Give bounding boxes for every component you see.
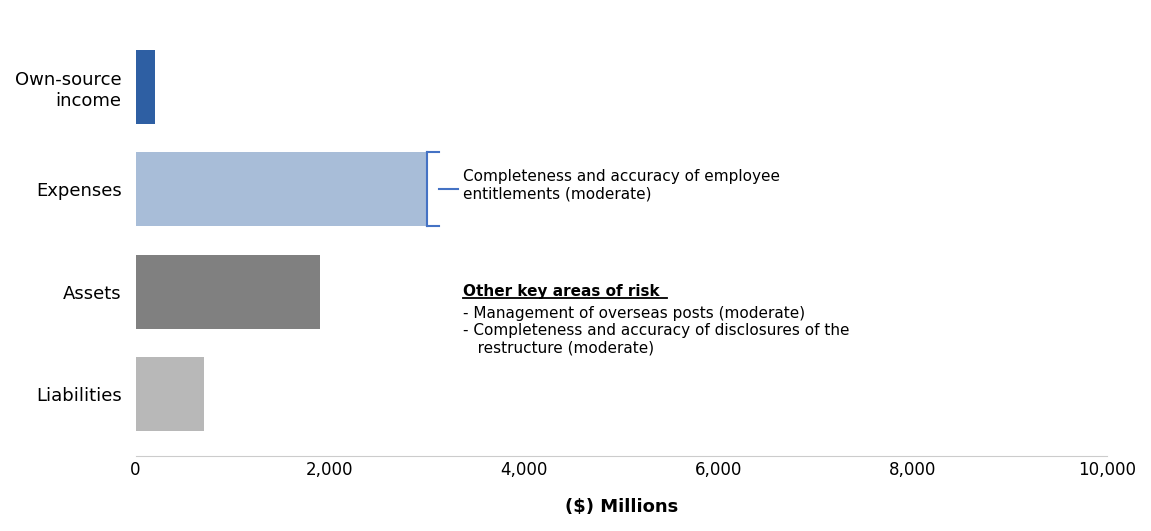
Bar [136, 152, 427, 226]
Text: Other key areas of risk: Other key areas of risk [463, 284, 660, 298]
Text: - Management of overseas posts (moderate)
- Completeness and accuracy of disclos: - Management of overseas posts (moderate… [463, 306, 849, 356]
Bar [136, 255, 320, 329]
Bar [136, 357, 204, 431]
Text: Completeness and accuracy of employee
entitlements (moderate): Completeness and accuracy of employee en… [463, 169, 780, 201]
Bar [136, 50, 155, 124]
X-axis label: ($) Millions: ($) Millions [565, 498, 678, 516]
